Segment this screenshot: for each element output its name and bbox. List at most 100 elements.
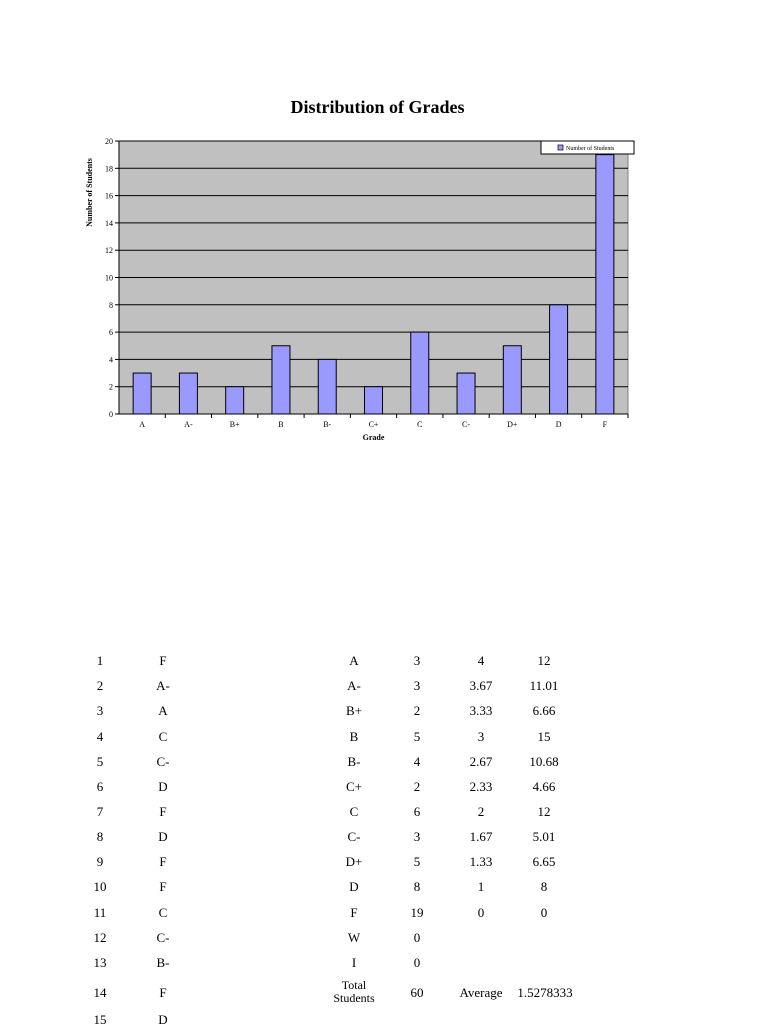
- student-grade: D: [158, 779, 168, 794]
- y-axis-title: Number of Students: [85, 158, 94, 227]
- student-number: 15: [93, 1012, 107, 1027]
- legend-label: Number of Students: [566, 145, 615, 152]
- student-grade: C-: [156, 754, 170, 769]
- summary-grade: I: [351, 955, 357, 970]
- summary-grade: C: [349, 804, 359, 819]
- student-number: 4: [96, 729, 104, 744]
- student-grade: A-: [156, 678, 170, 693]
- summary-total: 12: [537, 653, 551, 668]
- summary-grade: A-: [347, 678, 361, 693]
- summary-total: 6.66: [532, 703, 556, 718]
- summary-grade: B-: [347, 754, 361, 769]
- chart-title: Distribution of Grades: [290, 97, 465, 117]
- student-grade: A: [158, 703, 168, 718]
- summary-total: 8: [540, 879, 548, 894]
- x-tick-label: C: [417, 420, 422, 429]
- student-number: 5: [96, 754, 104, 769]
- student-grade: F: [159, 854, 167, 869]
- x-tick-label: A: [139, 420, 145, 429]
- summary-count: 3: [413, 829, 421, 844]
- student-number: 1: [96, 653, 104, 668]
- summary-count: 2: [413, 703, 421, 718]
- summary-grade: C+: [345, 779, 362, 794]
- bar: [271, 345, 291, 415]
- summary-grade: B: [349, 729, 359, 744]
- summary-grade: W: [347, 930, 361, 945]
- summary-count: 8: [413, 879, 421, 894]
- summary-points: 3: [477, 729, 485, 744]
- summary-total: 0: [540, 905, 548, 920]
- bar: [225, 386, 245, 415]
- bar: [178, 372, 198, 415]
- summary-grade: B+: [345, 703, 362, 718]
- student-number: 10: [93, 879, 107, 894]
- summary-count: 3: [413, 678, 421, 693]
- student-number: 7: [96, 804, 104, 819]
- legend-swatch: [557, 144, 564, 151]
- y-tick-label: 12: [105, 246, 113, 255]
- student-grade: F: [159, 879, 167, 894]
- y-tick-label: 2: [109, 383, 113, 392]
- summary-grade: A: [349, 653, 359, 668]
- y-tick-label: 10: [105, 274, 113, 283]
- summary-count: 2: [413, 779, 421, 794]
- average-value: 1.5278333: [517, 985, 573, 1000]
- summary-total: 10.68: [529, 754, 559, 769]
- student-grade: F: [159, 804, 167, 819]
- bar: [410, 331, 430, 415]
- summary-count: 19: [410, 905, 424, 920]
- bar-chart: 0 2 4 6 8 10 12 14 16 18 20 A A- B+ B B- C+ C C- D+ D F Grade N…: [85, 137, 635, 442]
- x-axis-title: Grade: [363, 433, 385, 442]
- bar: [595, 154, 615, 415]
- summary-count: 0: [413, 955, 421, 970]
- x-tick-label: C+: [369, 420, 379, 429]
- summary-points: 2.33: [469, 779, 493, 794]
- student-number: 6: [96, 779, 104, 794]
- student-number: 12: [93, 930, 107, 945]
- y-tick-label: 16: [105, 192, 113, 201]
- x-tick-label: B+: [230, 420, 240, 429]
- summary-total: 4.66: [532, 779, 556, 794]
- summary-points: 1: [477, 879, 485, 894]
- student-number: 3: [96, 703, 104, 718]
- summary-grade: D: [349, 879, 359, 894]
- summary-count: 6: [413, 804, 421, 819]
- summary-total: 6.65: [532, 854, 556, 869]
- x-tick-label: A-: [184, 420, 193, 429]
- total-students-count: 60: [410, 985, 424, 1000]
- student-grade: F: [159, 653, 167, 668]
- summary-count: 4: [413, 754, 421, 769]
- y-tick-label: 6: [109, 328, 113, 337]
- average-label: Average: [459, 985, 503, 1000]
- summary-points: 2: [477, 804, 485, 819]
- x-tick-label: D: [556, 420, 562, 429]
- x-tick-label: B-: [323, 420, 331, 429]
- summary-points: 0: [477, 905, 485, 920]
- summary-points: 2.67: [469, 754, 493, 769]
- legend-box: [540, 140, 635, 155]
- student-grade: C: [158, 905, 168, 920]
- bar: [317, 358, 337, 415]
- summary-total: 11.01: [529, 678, 559, 693]
- bar: [456, 372, 476, 415]
- x-tick-label: D+: [507, 420, 518, 429]
- total-students-label: Total Students: [333, 978, 375, 1005]
- summary-points: 1.67: [469, 829, 493, 844]
- y-tick-label: 4: [109, 355, 113, 364]
- summary-total: 12: [537, 804, 551, 819]
- student-number: 14: [93, 985, 107, 1000]
- summary-grade: D+: [345, 854, 363, 869]
- y-tick-label: 8: [109, 301, 113, 310]
- y-tick-label: 18: [105, 164, 113, 173]
- student-grade: D: [158, 1012, 168, 1027]
- student-number: 2: [96, 678, 104, 693]
- student-grade: C: [158, 729, 168, 744]
- summary-count: 0: [413, 930, 421, 945]
- summary-grade: C-: [347, 829, 361, 844]
- summary-total: 15: [537, 729, 551, 744]
- summary-count: 5: [413, 854, 421, 869]
- bar: [132, 372, 152, 415]
- summary-count: 5: [413, 729, 421, 744]
- bar: [502, 345, 522, 415]
- bar: [364, 386, 383, 415]
